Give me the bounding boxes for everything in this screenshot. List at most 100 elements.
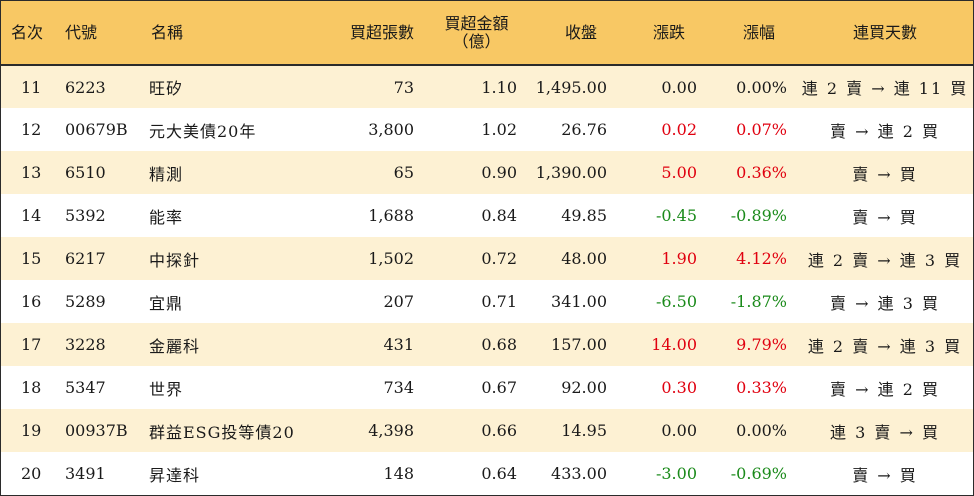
cell-net-amount: 0.72 bbox=[481, 249, 517, 268]
header-change-pct: 漲幅 bbox=[707, 1, 797, 66]
cell-net-volume: 1,502 bbox=[368, 249, 414, 268]
cell-net-volume: 148 bbox=[383, 464, 414, 483]
table-row: 16 5289 宜鼎 207 0.71 341.00 -6.50 -1.87% … bbox=[1, 280, 973, 323]
cell-net-amount: 0.84 bbox=[481, 206, 517, 225]
cell-code: 3228 bbox=[65, 335, 106, 354]
cell-code: 6217 bbox=[65, 249, 106, 268]
cell-rank: 16 bbox=[21, 292, 42, 311]
cell-net-volume: 1,688 bbox=[368, 206, 414, 225]
table-header-row: 名次 代號 名稱 買超張數 買超金額 （億） 收盤 漲跌 漲幅 連買天數 bbox=[1, 1, 973, 66]
header-close: 收盤 bbox=[527, 1, 617, 66]
cell-code: 5289 bbox=[65, 292, 106, 311]
cell-change-pct: 9.79% bbox=[736, 335, 787, 354]
header-net-volume: 買超張數 bbox=[320, 1, 426, 66]
cell-name: 世界 bbox=[149, 379, 184, 399]
cell-rank: 19 bbox=[21, 421, 42, 440]
cell-change: -6.50 bbox=[655, 292, 697, 311]
cell-net-amount: 0.68 bbox=[481, 335, 517, 354]
cell-consecutive-days: 賣 → 連 2 買 bbox=[830, 379, 940, 399]
cell-consecutive-days: 連 2 賣 → 連 3 買 bbox=[807, 250, 963, 270]
cell-rank: 11 bbox=[21, 77, 42, 97]
cell-name: 昇達科 bbox=[149, 465, 201, 485]
cell-name: 中探針 bbox=[149, 250, 201, 270]
cell-name: 宜鼎 bbox=[149, 293, 184, 313]
cell-change-pct: -1.87% bbox=[730, 292, 787, 311]
cell-net-amount: 0.90 bbox=[481, 163, 517, 182]
cell-code: 3491 bbox=[65, 464, 106, 483]
cell-change: 0.00 bbox=[661, 77, 697, 97]
cell-change: 1.90 bbox=[661, 249, 697, 268]
cell-rank: 20 bbox=[21, 464, 42, 483]
cell-net-amount: 1.02 bbox=[481, 120, 517, 139]
cell-rank: 14 bbox=[21, 206, 42, 225]
cell-rank: 18 bbox=[21, 378, 42, 397]
cell-change-pct: -0.89% bbox=[730, 206, 787, 225]
header-net-amount-line1: 買超金額 bbox=[444, 13, 509, 33]
cell-close: 433.00 bbox=[551, 464, 607, 483]
table-row: 18 5347 世界 734 0.67 92.00 0.30 0.33% 賣 →… bbox=[1, 366, 973, 409]
table-row: 13 6510 精測 65 0.90 1,390.00 5.00 0.36% 賣… bbox=[1, 151, 973, 194]
cell-code: 6223 bbox=[65, 77, 106, 97]
header-net-amount-line2: （億） bbox=[452, 31, 501, 51]
table-row: 14 5392 能率 1,688 0.84 49.85 -0.45 -0.89%… bbox=[1, 194, 973, 237]
cell-name: 群益ESG投等債20 bbox=[149, 422, 295, 442]
cell-consecutive-days: 連 3 賣 → 買 bbox=[830, 422, 940, 442]
cell-code: 5392 bbox=[65, 206, 106, 225]
cell-change-pct: 0.00% bbox=[736, 421, 787, 440]
header-consecutive-days: 連買天數 bbox=[797, 1, 973, 66]
cell-change-pct: -0.69% bbox=[730, 464, 787, 483]
cell-change-pct: 4.12% bbox=[736, 249, 787, 268]
cell-code: 5347 bbox=[65, 378, 106, 397]
cell-net-volume: 431 bbox=[383, 335, 414, 354]
cell-rank: 15 bbox=[21, 249, 42, 268]
cell-net-amount: 1.10 bbox=[481, 77, 517, 97]
cell-name: 金麗科 bbox=[149, 336, 201, 356]
cell-consecutive-days: 賣 → 買 bbox=[852, 465, 918, 485]
cell-change: 14.00 bbox=[651, 335, 697, 354]
header-rank: 名次 bbox=[1, 1, 61, 66]
cell-change: -3.00 bbox=[655, 464, 697, 483]
cell-rank: 13 bbox=[21, 163, 42, 182]
cell-change-pct: 0.07% bbox=[736, 120, 787, 139]
cell-change-pct: 0.00% bbox=[736, 77, 787, 97]
header-name: 名稱 bbox=[145, 1, 320, 66]
cell-net-amount: 0.66 bbox=[481, 421, 517, 440]
cell-consecutive-days: 賣 → 連 2 買 bbox=[830, 121, 940, 141]
cell-change-pct: 0.33% bbox=[736, 378, 787, 397]
cell-close: 1,390.00 bbox=[535, 163, 607, 182]
cell-rank: 12 bbox=[21, 120, 42, 139]
table-row: 11 6223 旺矽 73 1.10 1,495.00 0.00 0.00% 連… bbox=[1, 65, 973, 108]
header-net-amount: 買超金額 （億） bbox=[426, 1, 527, 66]
cell-code: 00937B bbox=[65, 421, 128, 440]
cell-consecutive-days: 賣 → 買 bbox=[852, 164, 918, 184]
cell-change: 5.00 bbox=[661, 163, 697, 182]
cell-net-amount: 0.67 bbox=[481, 378, 517, 397]
cell-consecutive-days: 連 2 賣 → 連 3 買 bbox=[807, 336, 963, 356]
cell-consecutive-days: 賣 → 連 3 買 bbox=[830, 293, 940, 313]
header-change: 漲跌 bbox=[617, 1, 707, 66]
cell-code: 6510 bbox=[65, 163, 106, 182]
cell-change: -0.45 bbox=[655, 206, 697, 225]
cell-close: 92.00 bbox=[561, 378, 607, 397]
cell-net-volume: 4,398 bbox=[368, 421, 414, 440]
cell-change-pct: 0.36% bbox=[736, 163, 787, 182]
header-code: 代號 bbox=[61, 1, 145, 66]
cell-change: 0.00 bbox=[661, 421, 697, 440]
cell-close: 14.95 bbox=[561, 421, 607, 440]
cell-close: 26.76 bbox=[561, 120, 607, 139]
table-row: 20 3491 昇達科 148 0.64 433.00 -3.00 -0.69%… bbox=[1, 452, 973, 495]
table-row: 17 3228 金麗科 431 0.68 157.00 14.00 9.79% … bbox=[1, 323, 973, 366]
cell-close: 49.85 bbox=[561, 206, 607, 225]
cell-close: 341.00 bbox=[551, 292, 607, 311]
cell-net-volume: 734 bbox=[383, 378, 414, 397]
cell-net-volume: 3,800 bbox=[368, 120, 414, 139]
cell-consecutive-days: 賣 → 買 bbox=[852, 207, 918, 227]
cell-net-volume: 207 bbox=[383, 292, 414, 311]
table-row: 15 6217 中探針 1,502 0.72 48.00 1.90 4.12% … bbox=[1, 237, 973, 280]
cell-close: 157.00 bbox=[551, 335, 607, 354]
cell-name: 旺矽 bbox=[149, 79, 184, 98]
cell-name: 元大美債20年 bbox=[149, 121, 257, 141]
cell-close: 1,495.00 bbox=[535, 77, 607, 97]
cell-rank: 17 bbox=[21, 335, 42, 354]
